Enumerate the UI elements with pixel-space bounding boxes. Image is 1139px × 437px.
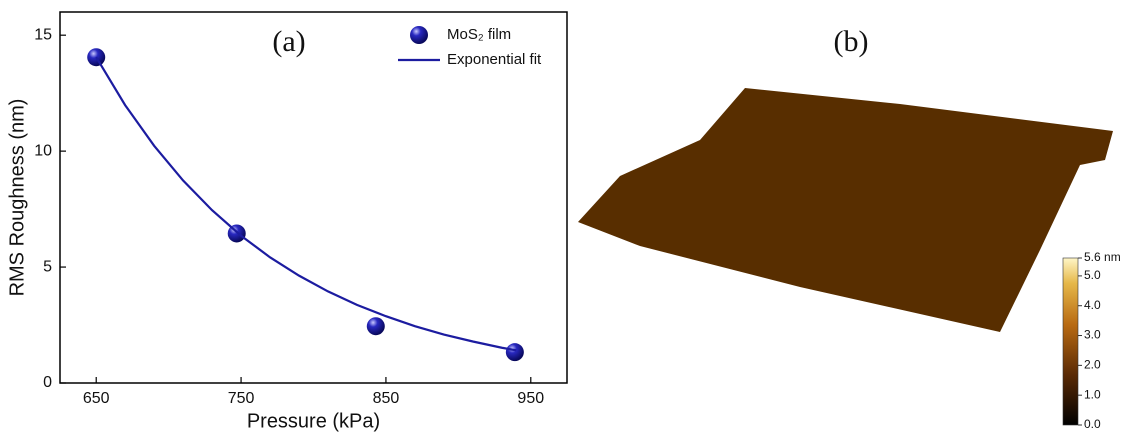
panel-label: (b) (834, 25, 869, 58)
x-tick-label: 850 (373, 390, 400, 407)
data-point (87, 48, 105, 66)
afm-surface (570, 80, 1130, 340)
colorbar-tick-label: 4.0 (1084, 298, 1101, 312)
y-axis-label: RMS Roughness (nm) (6, 99, 28, 297)
colorbar-tick-label: 3.0 (1084, 328, 1101, 342)
y-tick-label: 15 (34, 26, 52, 43)
colorbar-tick-label: 0.0 (1084, 417, 1101, 431)
colorbar-tick-label: 5.0 (1084, 268, 1101, 282)
colorbar-tick-label: 5.6 nm (1084, 250, 1121, 264)
data-point (506, 343, 524, 361)
data-point (367, 317, 385, 335)
x-tick-label: 750 (228, 390, 255, 407)
colorbar (1063, 258, 1078, 425)
y-tick-label: 5 (43, 258, 52, 275)
panel-label: (a) (272, 25, 305, 58)
x-axis-label: Pressure (kPa) (247, 410, 380, 432)
legend-marker (410, 26, 428, 44)
colorbar-tick-label: 1.0 (1084, 387, 1101, 401)
figure: 650 750 850 950 0 5 10 15 Pressure (kPa) RMS Roug… (0, 0, 1139, 437)
y-tick-label: 0 (43, 374, 52, 391)
legend-label: Exponential fit (447, 51, 542, 68)
y-tick-label: 10 (34, 142, 52, 159)
colorbar-tick-label: 2.0 (1084, 358, 1101, 372)
x-tick-label: 950 (517, 390, 544, 407)
x-tick-label: 650 (83, 390, 110, 407)
legend-label: MoS₂ film (447, 26, 511, 43)
fit-line (96, 57, 516, 350)
